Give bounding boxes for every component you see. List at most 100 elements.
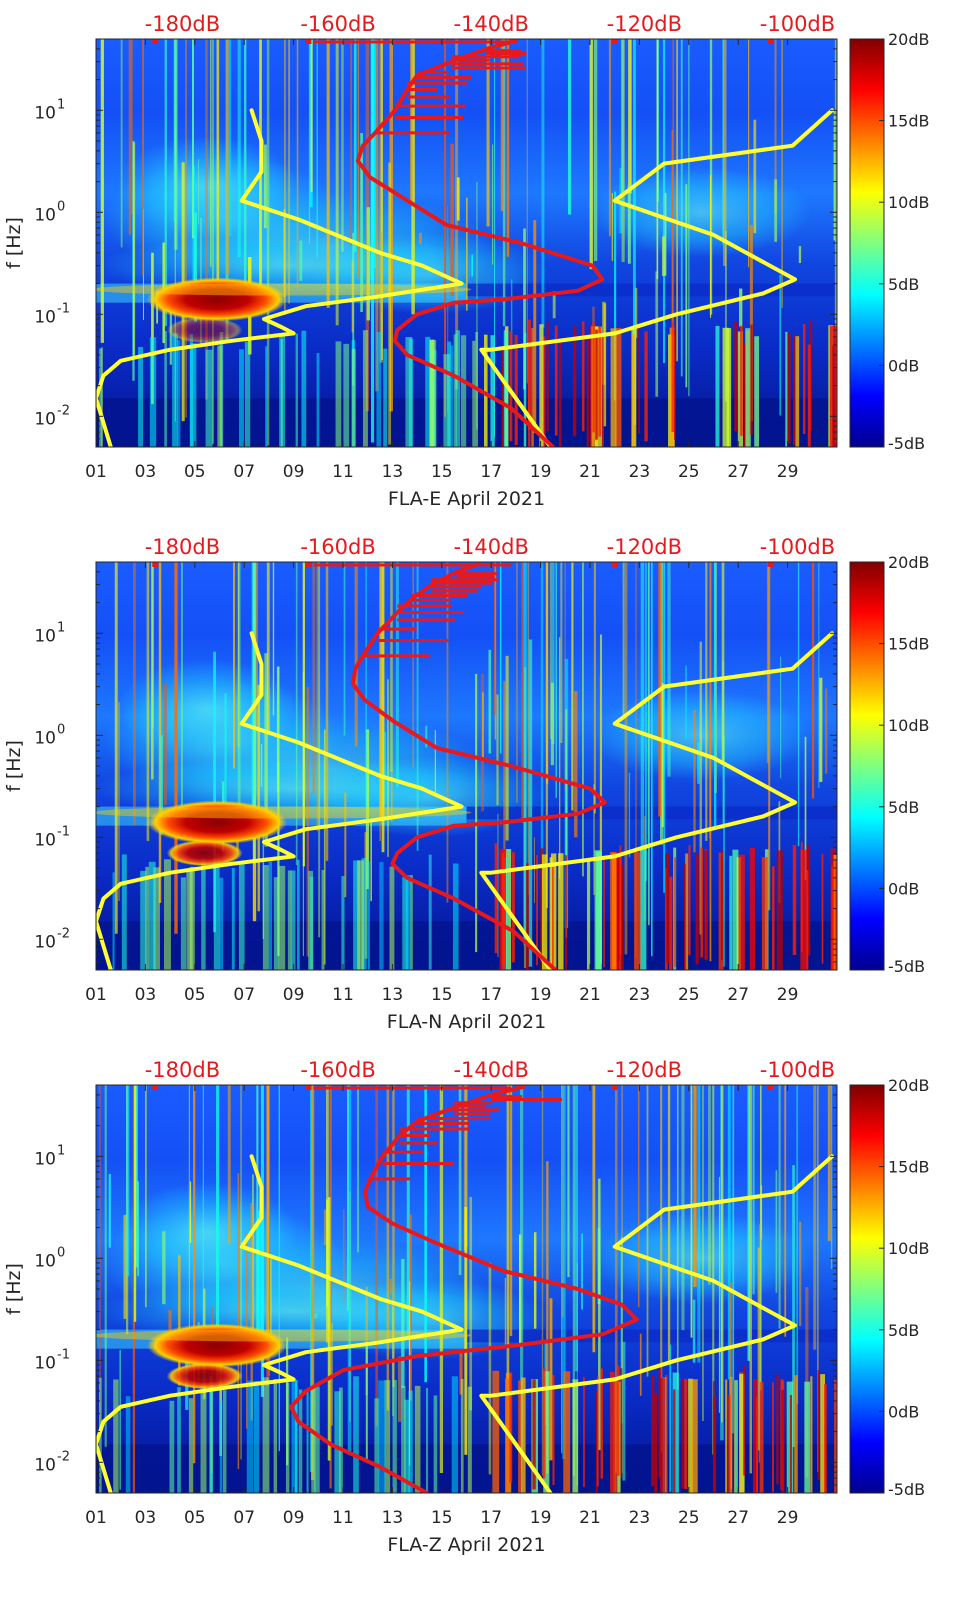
- spike: [683, 864, 686, 970]
- noise-model-yellow-high: [479, 108, 835, 447]
- spike: [583, 1376, 585, 1487]
- lowfreq-column: [209, 1376, 213, 1493]
- top-red-dot: [611, 1085, 618, 1090]
- transient-streak: [608, 39, 612, 237]
- transient-streak: [388, 162, 392, 445]
- transient-streak: [133, 562, 136, 826]
- spike: [695, 854, 699, 965]
- transient-streak: [503, 681, 506, 855]
- lowfreq-column: [374, 1398, 380, 1493]
- lowfreq-column: [739, 1373, 745, 1493]
- transient-streak: [284, 39, 286, 311]
- spike: [835, 332, 837, 444]
- top-db-label: -120dB: [607, 12, 682, 36]
- lowfreq-column: [804, 1381, 811, 1493]
- transient-streak: [288, 39, 290, 304]
- spike: [772, 866, 775, 970]
- transient-streak: [100, 39, 104, 343]
- lowfreq-column: [795, 336, 800, 447]
- lowfreq-column: [564, 855, 567, 970]
- lowfreq-column: [311, 1385, 316, 1493]
- lowfreq-column: [492, 1370, 500, 1493]
- signal-psd-red: [355, 39, 605, 447]
- y-tick-label: 10: [34, 1149, 56, 1169]
- spike: [772, 1382, 774, 1493]
- lowfreq-column: [351, 348, 356, 447]
- transient-streak: [550, 562, 552, 740]
- transient-streak: [722, 39, 724, 245]
- transient-streak: [142, 39, 144, 276]
- lowfreq-column: [428, 854, 432, 970]
- transient-streak: [721, 1085, 723, 1423]
- transient-streak: [194, 212, 197, 322]
- colorbar-gradient: [849, 561, 885, 971]
- transient-streak: [380, 232, 383, 314]
- top-red-dot: [767, 39, 774, 44]
- x-tick-label: 23: [629, 462, 651, 482]
- lowfreq-column: [367, 861, 370, 970]
- x-axis-label: FLA-Z April 2021: [387, 1534, 545, 1556]
- transient-streak: [520, 1085, 524, 1456]
- transient-streak: [373, 39, 376, 269]
- y-tick-label: 10: [34, 1455, 56, 1475]
- transient-streak: [251, 1174, 254, 1359]
- spike: [616, 1365, 620, 1476]
- transient-streak: [817, 1085, 819, 1472]
- spike: [684, 1378, 688, 1489]
- storm-energy-blob-low: [166, 1363, 243, 1390]
- transient-streak: [463, 1085, 467, 1251]
- lowfreq-column: [726, 328, 732, 447]
- lowfreq-column: [665, 1374, 668, 1493]
- lowfreq-column: [490, 335, 495, 447]
- lowfreq-column: [503, 330, 509, 447]
- transient-streak: [819, 677, 823, 782]
- storm-band-yellow: [96, 806, 472, 819]
- lowfreq-column: [523, 332, 527, 447]
- x-tick-label: 19: [530, 462, 552, 482]
- transient-streak: [323, 1209, 327, 1246]
- spike: [509, 1372, 513, 1483]
- spike: [536, 855, 538, 966]
- transient-streak: [163, 684, 167, 805]
- transient-streak: [366, 207, 370, 321]
- transient-streak: [509, 1085, 513, 1337]
- noise-cloud: [117, 1182, 298, 1283]
- top-db-label: -100dB: [760, 535, 835, 559]
- lowfreq-column: [518, 1380, 522, 1493]
- lowfreq-column: [262, 865, 269, 970]
- lowfreq-column: [169, 1400, 175, 1493]
- lowfreq-column: [460, 1378, 464, 1493]
- transient-streak: [412, 562, 414, 768]
- transient-streak: [401, 1258, 405, 1388]
- transient-streak: [506, 39, 510, 257]
- lowfreq-column: [449, 345, 454, 447]
- transient-streak: [335, 39, 339, 326]
- transient-streak: [693, 710, 696, 853]
- top-db-label: -160dB: [300, 535, 375, 559]
- top-red-dot: [611, 39, 618, 44]
- transient-streak: [662, 39, 666, 364]
- lowfreq-column: [685, 853, 689, 970]
- signal-psd-red: [289, 1085, 639, 1493]
- transient-streak: [749, 225, 753, 421]
- top-red-dot: [767, 1085, 774, 1090]
- transient-streak: [589, 39, 593, 270]
- x-tick-label: 25: [678, 985, 700, 1005]
- transient-streak: [192, 39, 194, 239]
- x-tick-label: 27: [727, 1508, 749, 1528]
- transient-streak: [651, 562, 653, 957]
- lowfreq-column: [273, 877, 280, 970]
- transient-streak: [565, 709, 568, 938]
- transient-streak: [237, 562, 240, 747]
- transient-streak: [240, 1085, 242, 1460]
- y-tick-base: 10: [34, 1455, 56, 1475]
- transient-streak: [295, 562, 298, 865]
- transient-streak: [310, 39, 313, 192]
- lowfreq-column: [586, 859, 591, 970]
- lowfreq-column: [455, 330, 461, 447]
- transient-streak: [523, 228, 526, 390]
- transient-streak: [232, 562, 236, 769]
- transient-streak: [504, 1277, 507, 1346]
- colorbar-label: 20dB: [888, 553, 930, 572]
- lowfreq-column: [343, 343, 350, 447]
